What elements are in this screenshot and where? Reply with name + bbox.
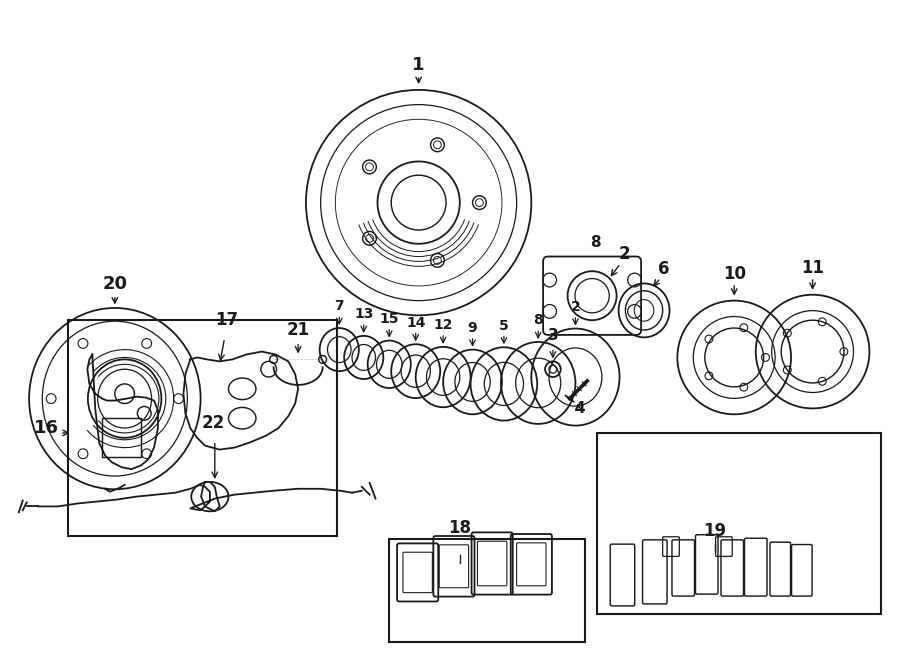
Text: 16: 16 [33, 419, 58, 437]
Text: 10: 10 [723, 265, 746, 283]
Text: 8: 8 [590, 235, 600, 250]
Text: 4: 4 [574, 401, 585, 416]
Text: 3: 3 [547, 328, 558, 343]
Text: 20: 20 [103, 275, 127, 293]
Text: 2: 2 [571, 300, 580, 314]
Text: 21: 21 [286, 321, 310, 339]
Text: 5: 5 [499, 319, 508, 332]
Bar [389, 539, 585, 642]
Bar [102, 418, 141, 457]
Text: 6: 6 [658, 260, 670, 278]
Text: 18: 18 [448, 519, 472, 537]
Text: 12: 12 [434, 319, 453, 332]
Text: 19: 19 [703, 522, 726, 540]
Text: 1: 1 [412, 56, 425, 74]
Text: 13: 13 [354, 307, 373, 321]
Text: 7: 7 [335, 299, 344, 313]
Text: 8: 8 [534, 313, 543, 327]
Text: 22: 22 [202, 414, 224, 432]
Text: 15: 15 [380, 312, 399, 326]
Text: 2: 2 [618, 245, 630, 264]
Text: 17: 17 [215, 311, 238, 329]
Bar [597, 433, 881, 614]
Text: 14: 14 [406, 316, 426, 330]
Bar [68, 320, 338, 536]
Text: 9: 9 [468, 321, 477, 335]
Text: 11: 11 [801, 259, 824, 277]
